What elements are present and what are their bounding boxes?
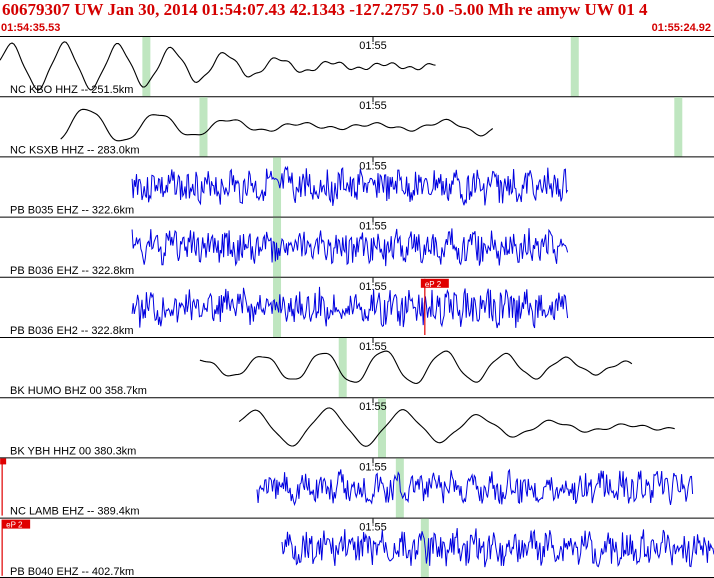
time-tick-label: 01:55 [359,461,387,473]
window-end-time: 01:55:24.92 [651,22,711,34]
time-tick-label: 01:55 [359,221,387,233]
waveform [131,286,569,329]
trace-panel: 01:55 BK YBH HHZ 00 380.3km [0,397,714,458]
time-tick-label: 01:55 [359,160,387,172]
time-tick-label: 01:55 [359,40,387,52]
trace-panel: 01:55 NC LAMB EHZ -- 389.4km [0,457,714,518]
event-title: 60679307 UW Jan 30, 2014 01:54:07.43 42.… [2,0,648,19]
station-label: NC LAMB EHZ -- 389.4km [10,506,140,518]
trace-panel: 01:55 eP 2 PB B036 EH2 -- 322.8km [0,276,714,337]
arrival-highlight [199,97,208,157]
phase-pick-flag [0,458,7,465]
window-start-time: 01:54:35.53 [1,22,61,34]
arrival-highlight [338,338,347,398]
time-tick-label: 01:55 [359,100,387,112]
trace-panel: 01:55 PB B036 EHZ -- 322.8km [0,216,714,277]
phase-pick-flag [2,519,31,529]
station-label: NC KSXB HHZ -- 283.0km [10,144,140,156]
station-label: PB B040 EHZ -- 402.7km [10,566,134,578]
waveform [199,350,633,384]
event-header: 60679307 UW Jan 30, 2014 01:54:07.43 42.… [0,0,714,36]
station-label: PB B036 EH2 -- 322.8km [10,325,134,337]
waveform [0,41,436,91]
trace-panel: 01:55 NC KSXB HHZ -- 283.0km [0,96,714,157]
time-tick-label: 01:55 [359,341,387,353]
trace-panel: 01:55 BK HUMO BHZ 00 358.7km [0,337,714,398]
time-tick-label: 01:55 [359,522,387,534]
arrival-highlight [377,398,386,458]
seismogram-panel[interactable]: 01:55 NC KBO HHZ -- 251.5km 01:55 NC KSXB H… [0,36,714,578]
waveform [131,165,569,206]
station-label: PB B035 EHZ -- 322.6km [10,205,134,217]
station-label: NC KBO HHZ -- 251.5km [10,84,133,96]
waveform [60,108,494,142]
trace-panel: 01:55 PB B035 EHZ -- 322.6km [0,156,714,217]
time-tick-label: 01:55 [359,281,387,293]
station-label: BK HUMO BHZ 00 358.7km [10,385,147,397]
arrival-highlight [142,37,151,97]
waveform [131,228,569,267]
arrival-highlight [273,277,282,337]
arrival-highlight [273,157,282,217]
waveform [281,528,714,568]
waveform [238,407,675,447]
arrival-highlight [570,37,579,97]
station-label: PB B036 EHZ -- 322.8km [10,265,134,277]
arrival-highlight [674,97,683,157]
phase-pick-label: eP 2 [6,521,23,530]
trace-panel: 01:55 NC KBO HHZ -- 251.5km [0,36,714,97]
trace-panel: 01:55 eP 2 PB B040 EHZ -- 402.7km [0,517,714,578]
phase-pick-flag [420,278,449,288]
waveform [256,468,694,507]
phase-pick-label: eP 2 [425,280,442,289]
time-tick-label: 01:55 [359,401,387,413]
station-label: BK YBH HHZ 00 380.3km [10,445,136,457]
